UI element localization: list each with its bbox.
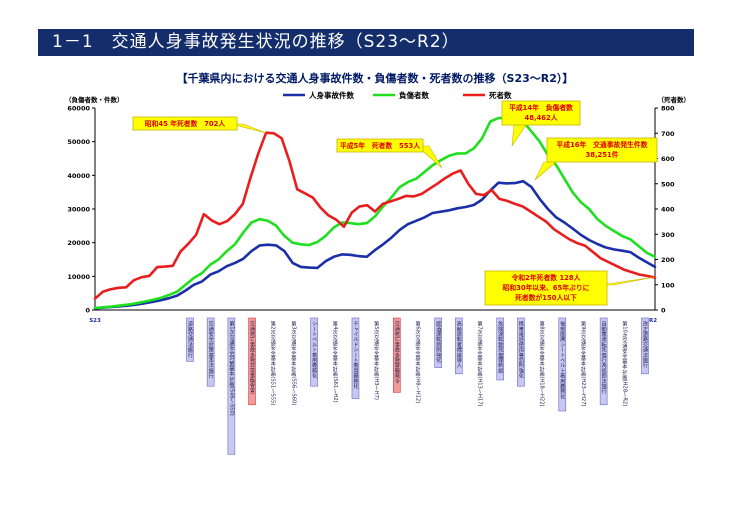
event-label-text: 改正道路交通法施行: [642, 320, 648, 370]
event-label-text: 後部座席シートベルト着用義務化: [559, 320, 565, 401]
event-label-text: シートベルト着用義務化: [311, 321, 317, 380]
event-label-box: [330, 317, 339, 437]
y-tick-label-left: 40000: [67, 172, 90, 180]
event-label-text: 第8次交通安全基本計画(H18～H22): [538, 320, 544, 407]
y-tick-label-left: 0: [85, 307, 90, 315]
event-label-box: [434, 317, 442, 368]
chart-title: 【千葉県内における交通人身事故件数・負傷者数・死者数の推移（S23～R2）】: [176, 72, 574, 85]
legend-label: 死者数: [489, 90, 512, 100]
section-title: 1－1 交通人身事故発生状況の推移（S23～R2）: [52, 32, 460, 52]
event-label-text: 第6次交通安全基本計画(H8～H12): [414, 320, 420, 404]
callout-text: 昭和30年以来、65年ぶりに: [503, 283, 590, 292]
y-tick-label-left: 30000: [67, 206, 90, 214]
event-label-box: [393, 317, 401, 393]
event-label-box: [537, 317, 546, 443]
y-tick-label-right: 300: [661, 231, 675, 239]
y-tick-label-right: 600: [661, 155, 675, 163]
event-label-text: 第7次交通安全基本計画(H13～H17): [476, 320, 482, 407]
y-tick-label-right: 200: [661, 256, 675, 264]
callout-text: 令和2年死者数 128人: [512, 273, 581, 282]
section-header: 1－1 交通人身事故発生状況の推移（S23～R2）: [38, 29, 694, 56]
callout-box: [484, 270, 608, 306]
event-label-text: 飲酒運転罰則強化: [435, 320, 441, 364]
callout-text: 38,251件: [585, 150, 618, 159]
y-tick-label-right: 800: [661, 105, 675, 113]
x-tick-label-start: S23: [89, 318, 101, 324]
callout-pointer: [600, 276, 656, 286]
y-tick-label-right: 500: [661, 180, 675, 188]
y-tick-label-right: 0: [661, 307, 666, 315]
y-tick-label-right: 400: [661, 206, 675, 214]
series-line-3: [93, 131, 657, 300]
event-label-box: [372, 317, 380, 430]
event-label-text: チャイルドシート着用義務化: [352, 321, 358, 390]
event-label-box: [248, 317, 256, 406]
event-label-box: [227, 317, 236, 455]
event-label-text: 自動車運転死傷行為処罰法施行: [600, 320, 606, 396]
y-axis-label-right: （死者数）: [658, 95, 691, 104]
event-label-box: [268, 317, 277, 443]
callout-text: 昭和45 年死者数 702人: [145, 119, 226, 128]
legend-label: 負傷者数: [399, 90, 429, 100]
event-label-box: [351, 317, 360, 399]
event-label-box: [558, 317, 567, 412]
callout-box: [501, 100, 581, 126]
event-label-text: 危険運転致死傷罪新設: [497, 320, 503, 375]
event-label-box: [517, 317, 525, 387]
event-label-text: 第5次交通安全基本計画(H3～H7): [373, 320, 379, 400]
event-label-text: 交通死亡事故多発警報発令: [393, 320, 399, 385]
callout-text: 48,462人: [524, 113, 557, 122]
callout-box: [336, 138, 424, 153]
event-label-box: [475, 317, 484, 443]
event-label-text: 道路交通法施行: [187, 320, 193, 359]
event-label-text: 第2次交通安全基本計画(S51～S55): [269, 320, 275, 406]
y-tick-label-left: 60000: [67, 105, 90, 113]
callout-text: 平成16年 交通事故発生件数: [556, 140, 647, 149]
callout-box: [132, 116, 238, 131]
event-label-box: [641, 317, 649, 375]
series-line-2: [93, 116, 657, 310]
y-tick-label-left: 10000: [67, 273, 90, 281]
event-label-box: [206, 317, 215, 387]
event-label-box: [620, 317, 629, 443]
event-label-box: [599, 317, 608, 406]
series-line-1: [93, 179, 657, 310]
event-label-box: [496, 317, 505, 381]
event-label-box: [413, 317, 422, 437]
x-tick-label-end: R2: [649, 318, 657, 324]
callout-text: 死者数が150人以下: [514, 293, 577, 302]
callout-pointer: [534, 161, 557, 181]
event-label-text: 第10次交通安全基本計画(H28～R2): [621, 320, 627, 407]
y-tick-label-left: 20000: [67, 239, 90, 247]
callout-pointer: [511, 124, 527, 147]
event-label-box: [310, 317, 318, 387]
callout-text: 平成5年 死者数 553人: [340, 141, 420, 150]
event-label-text: 交通死亡事故多発非常事態宣言: [249, 320, 255, 396]
legend-label: 人身事故件数: [309, 90, 354, 100]
event-label-text: 第3次交通安全基本計画(S56～S60): [290, 320, 296, 406]
event-label-text: 第4次交通安全基本計画(S61～H2): [331, 320, 337, 403]
callout-text: 平成14年 負傷者数: [509, 103, 573, 112]
y-tick-label-right: 700: [661, 130, 675, 138]
event-label-text: 第1次交通安全対策基本計画(S46～S50): [228, 320, 234, 416]
y-axis-label-left: （負傷者数・件数）: [65, 95, 124, 104]
event-label-text: 携帯電話使用等罰則強化: [518, 320, 524, 380]
callout-box: [546, 137, 658, 163]
event-label-box: [289, 317, 298, 443]
event-label-box: [186, 317, 194, 362]
event-label-text: 第9次交通安全基本計画(H23～H27): [580, 320, 586, 407]
y-tick-label-right: 100: [661, 281, 675, 289]
event-label-text: 交通安全対策基本法施行: [207, 320, 213, 380]
event-label-box: [455, 317, 463, 375]
event-label-text: 高齢運転者標識導入: [455, 320, 461, 369]
y-tick-label-left: 50000: [67, 138, 90, 146]
event-label-box: [579, 317, 587, 443]
